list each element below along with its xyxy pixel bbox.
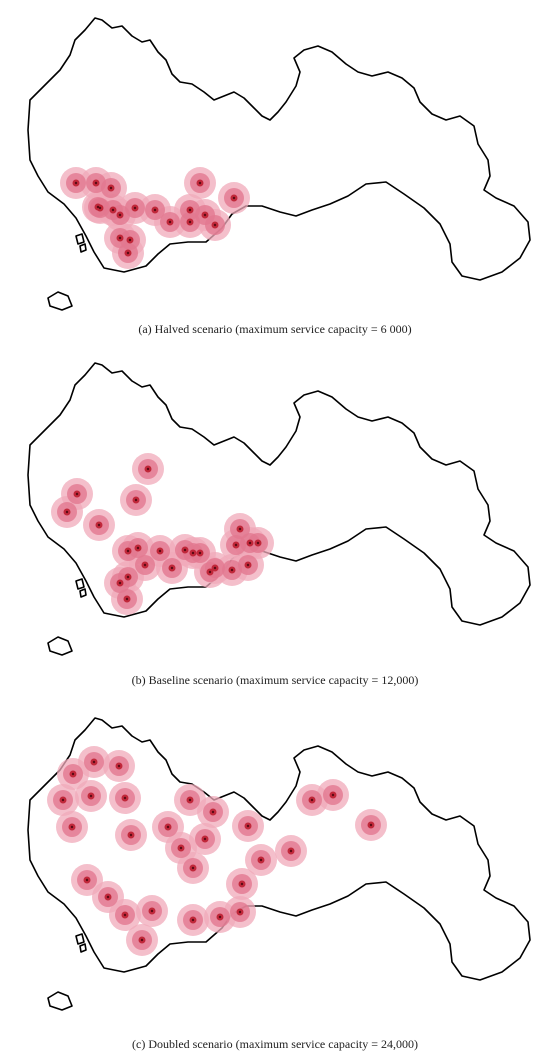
facility-center	[331, 793, 335, 797]
facility-center	[126, 549, 130, 553]
facility-center	[246, 824, 250, 828]
map-panel: (c) Doubled scenario (maximum service ca…	[27, 717, 531, 1051]
facility-center	[61, 798, 65, 802]
facility-center	[85, 878, 89, 882]
facility-center	[203, 837, 207, 841]
facility-center	[191, 866, 195, 870]
facility-center	[246, 563, 250, 567]
facility-center	[118, 581, 122, 585]
facility-center	[89, 794, 93, 798]
facility-center	[146, 467, 150, 471]
facility-center	[150, 909, 154, 913]
facility-center	[125, 597, 129, 601]
facility-center	[218, 915, 222, 919]
facility-center	[123, 796, 127, 800]
facility-center	[98, 206, 102, 210]
facility-center	[198, 551, 202, 555]
facility-center	[179, 846, 183, 850]
facility-center	[94, 181, 98, 185]
facility-center	[188, 220, 192, 224]
facility-center	[111, 208, 115, 212]
facility-center	[123, 913, 127, 917]
map-panel: (b) Baseline scenario (maximum service c…	[27, 362, 531, 687]
facility-center	[208, 570, 212, 574]
facility-center	[213, 566, 217, 570]
caption: (c) Doubled scenario (maximum service ca…	[132, 1037, 418, 1051]
facility-center	[289, 849, 293, 853]
facility-center	[75, 492, 79, 496]
facility-center	[240, 882, 244, 886]
facility-center	[213, 223, 217, 227]
facility-center	[153, 208, 157, 212]
facility-center	[96, 205, 100, 209]
facility-center	[191, 918, 195, 922]
facility-center	[234, 543, 238, 547]
caption: (b) Baseline scenario (maximum service c…	[132, 673, 419, 687]
facility-center	[140, 938, 144, 942]
facility-center	[126, 575, 130, 579]
facility-center	[238, 910, 242, 914]
facility-center	[166, 825, 170, 829]
facility-center	[128, 238, 132, 242]
caption: (a) Halved scenario (maximum service cap…	[138, 322, 411, 336]
facility-center	[232, 196, 236, 200]
facility-center	[158, 549, 162, 553]
facility-center	[92, 760, 96, 764]
facility-center	[191, 551, 195, 555]
facility-center	[259, 858, 263, 862]
facility-center	[256, 541, 260, 545]
facility-center	[136, 546, 140, 550]
facility-center	[183, 548, 187, 552]
facility-center	[369, 823, 373, 827]
facility-center	[118, 236, 122, 240]
facility-center	[198, 181, 202, 185]
facility-center	[126, 251, 130, 255]
facility-center	[97, 523, 101, 527]
facility-center	[70, 825, 74, 829]
facility-center	[310, 798, 314, 802]
facility-center	[188, 798, 192, 802]
facility-center	[143, 563, 147, 567]
facility-center	[188, 208, 192, 212]
facility-center	[109, 186, 113, 190]
facility-center	[133, 206, 137, 210]
map-panel: (a) Halved scenario (maximum service cap…	[27, 17, 531, 336]
facility-center	[230, 568, 234, 572]
facility-center	[168, 220, 172, 224]
facility-center	[248, 541, 252, 545]
facility-center	[211, 810, 215, 814]
facility-center	[71, 772, 75, 776]
facility-center	[203, 213, 207, 217]
facility-center	[134, 498, 138, 502]
facility-center	[170, 566, 174, 570]
facility-center	[65, 510, 69, 514]
facility-center	[117, 764, 121, 768]
facility-center	[106, 895, 110, 899]
facility-center	[129, 833, 133, 837]
facility-center	[238, 527, 242, 531]
region-outline	[27, 362, 531, 656]
facility-center	[74, 181, 78, 185]
region-outline	[27, 17, 531, 311]
facility-center	[118, 213, 122, 217]
